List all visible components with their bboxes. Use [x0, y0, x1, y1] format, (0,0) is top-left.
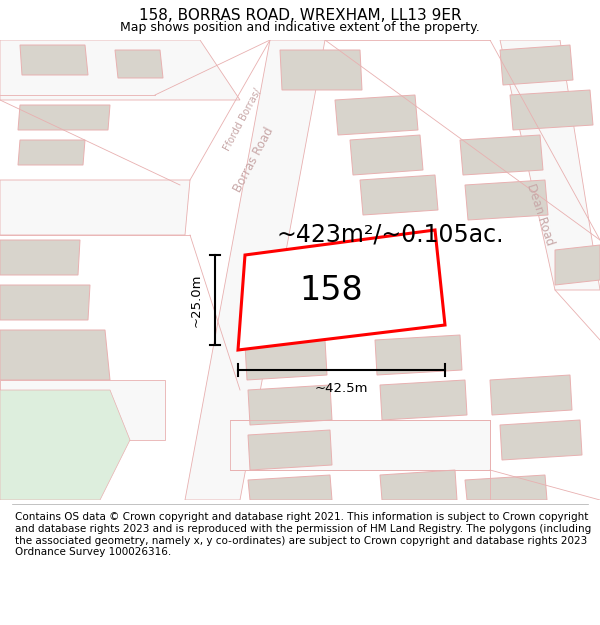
Text: Ffordd Borras/: Ffordd Borras/ — [223, 88, 263, 152]
Polygon shape — [375, 335, 462, 375]
Polygon shape — [18, 105, 110, 130]
Text: Borras Road: Borras Road — [232, 126, 277, 194]
Polygon shape — [0, 390, 130, 500]
Polygon shape — [245, 340, 327, 380]
Polygon shape — [380, 380, 467, 420]
Polygon shape — [0, 330, 110, 380]
Polygon shape — [0, 285, 90, 320]
Polygon shape — [510, 90, 593, 130]
Text: ~42.5m: ~42.5m — [315, 382, 368, 395]
Polygon shape — [230, 420, 490, 470]
Polygon shape — [280, 50, 362, 90]
Polygon shape — [500, 420, 582, 460]
Polygon shape — [555, 245, 600, 285]
Polygon shape — [185, 40, 325, 500]
Polygon shape — [115, 50, 163, 78]
Polygon shape — [0, 40, 240, 100]
Polygon shape — [248, 475, 332, 500]
Polygon shape — [350, 135, 423, 175]
Polygon shape — [20, 45, 88, 75]
Polygon shape — [380, 470, 457, 500]
Polygon shape — [238, 230, 445, 350]
Polygon shape — [490, 375, 572, 415]
Polygon shape — [248, 430, 332, 470]
Polygon shape — [500, 40, 600, 290]
Polygon shape — [360, 175, 438, 215]
Polygon shape — [0, 180, 190, 235]
Polygon shape — [0, 380, 165, 440]
Polygon shape — [460, 135, 543, 175]
Polygon shape — [18, 140, 85, 165]
Polygon shape — [500, 45, 573, 85]
Text: ~423m²/~0.105ac.: ~423m²/~0.105ac. — [276, 223, 504, 247]
Polygon shape — [248, 385, 332, 425]
Text: 158: 158 — [299, 274, 362, 306]
Polygon shape — [335, 95, 418, 135]
Text: 158, BORRAS ROAD, WREXHAM, LL13 9ER: 158, BORRAS ROAD, WREXHAM, LL13 9ER — [139, 8, 461, 23]
Text: Contains OS data © Crown copyright and database right 2021. This information is : Contains OS data © Crown copyright and d… — [15, 512, 591, 558]
Polygon shape — [465, 475, 547, 500]
Polygon shape — [465, 180, 548, 220]
Text: Map shows position and indicative extent of the property.: Map shows position and indicative extent… — [120, 21, 480, 34]
Polygon shape — [0, 240, 80, 275]
Text: Dean Road: Dean Road — [524, 182, 556, 248]
Text: ~25.0m: ~25.0m — [190, 273, 203, 327]
